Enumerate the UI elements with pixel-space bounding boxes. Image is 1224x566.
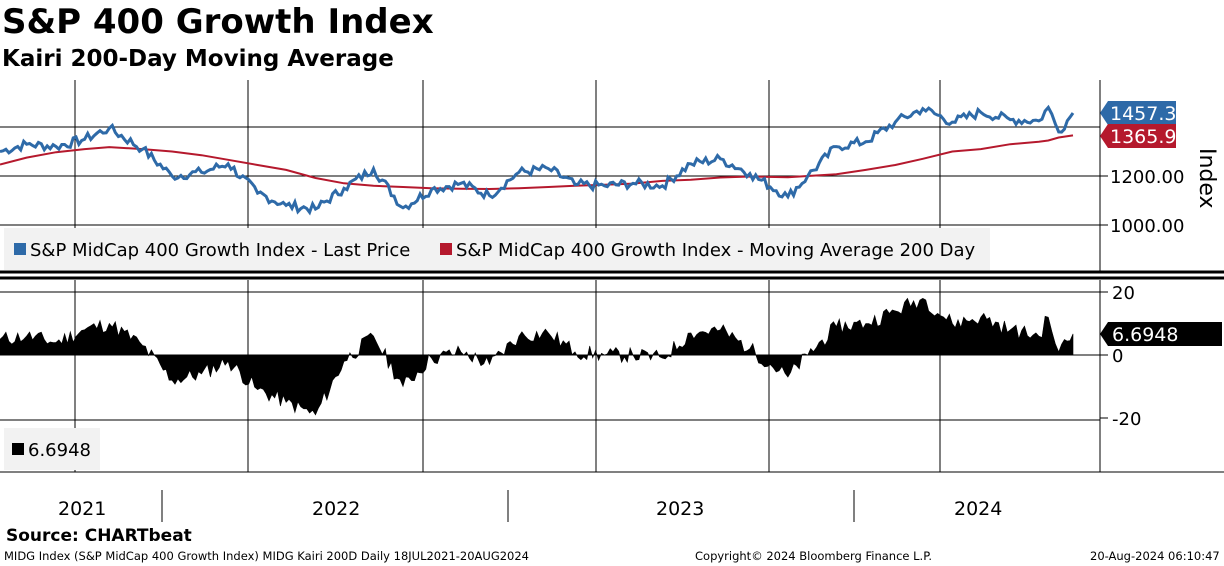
x-tick-2021: 2021 xyxy=(58,498,107,520)
footer-copyright: Copyright© 2024 Bloomberg Finance L.P. xyxy=(695,549,932,563)
y-tick-label-kairi--20: -20 xyxy=(1112,409,1141,430)
source-note: Source: CHARTbeat xyxy=(6,526,192,546)
price-last-value: 1457.34 xyxy=(1110,103,1189,125)
series-line-price xyxy=(0,104,1075,216)
y-tick-label-kairi-20: 20 xyxy=(1112,283,1135,304)
x-tick-2022: 2022 xyxy=(312,498,361,520)
price-lines xyxy=(0,104,1075,216)
y-tick-label-1000: 1000.00 xyxy=(1110,216,1184,237)
ma-last-value: 1365.90 xyxy=(1110,126,1189,148)
legend-box-upper xyxy=(4,228,990,270)
y-tick-label-1200: 1200.00 xyxy=(1110,167,1184,188)
x-tick-2024: 2024 xyxy=(954,498,1003,520)
legend-swatch-kairi xyxy=(12,443,24,455)
kairi-tag-bg xyxy=(1100,322,1222,346)
kairi-area xyxy=(0,297,1100,416)
legend-swatch-price xyxy=(14,243,26,255)
y-axis-label: Index xyxy=(1194,148,1219,209)
y-tick-label-kairi-0: 0 xyxy=(1112,346,1123,367)
footer-timestamp: 20-Aug-2024 06:10:47 xyxy=(1090,549,1220,563)
ma-tag-bg xyxy=(1100,124,1176,148)
legend-label-ma: S&P MidCap 400 Growth Index - Moving Ave… xyxy=(456,240,976,261)
legend-label-kairi: 6.6948 xyxy=(28,440,91,461)
series-line-ma xyxy=(0,134,1074,191)
kairi-last-value: 6.6948 xyxy=(1112,324,1178,346)
price-tag-bg xyxy=(1100,101,1176,125)
kairi-area-fill xyxy=(0,297,1074,416)
axis-ticks: 1000.00 1200.00 -20 0 20 xyxy=(1100,167,1184,430)
chart-title: S&P 400 Growth Index xyxy=(2,2,434,42)
legend-swatch-ma xyxy=(440,243,452,255)
x-tick-2023: 2023 xyxy=(656,498,705,520)
grid-lines xyxy=(0,80,1224,522)
chart-subtitle: Kairi 200-Day Moving Average xyxy=(2,46,394,72)
footer-left: MIDG Index (S&P MidCap 400 Growth Index)… xyxy=(4,549,530,563)
legend-label-price: S&P MidCap 400 Growth Index - Last Price xyxy=(30,240,410,261)
